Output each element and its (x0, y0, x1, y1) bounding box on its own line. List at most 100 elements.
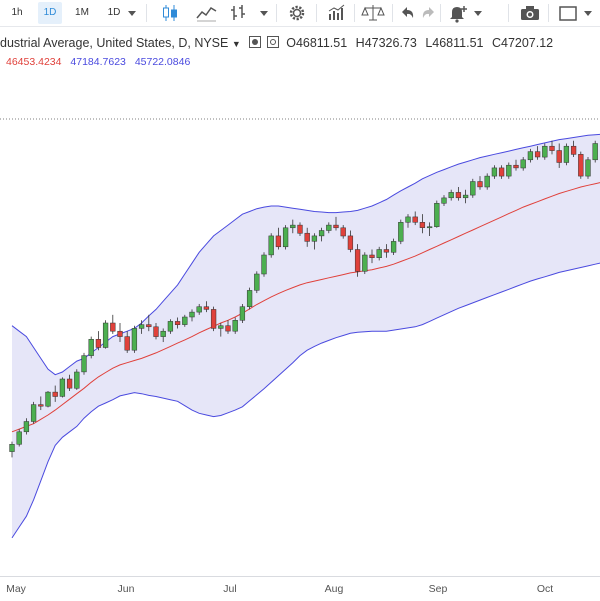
x-tick-label: May (6, 583, 26, 595)
candle-body (66, 378, 73, 389)
candle-body (74, 371, 80, 389)
candle-body (534, 151, 541, 158)
dropdown-icon[interactable] (256, 2, 272, 24)
candle-body (246, 290, 253, 307)
candle-body (160, 330, 166, 337)
candle-body (412, 216, 418, 223)
toolbar-divider (440, 4, 441, 22)
candle-body (326, 224, 332, 231)
candle-body (513, 164, 519, 169)
interval-1h-button[interactable]: 1h (11, 7, 23, 18)
candle-body (347, 235, 354, 250)
candle-body (592, 143, 598, 161)
chart-toolbar: 1h 1D 1M 1D (0, 0, 600, 27)
toolbar-divider (508, 4, 509, 22)
indicators-icon[interactable] (324, 2, 350, 24)
alert-icon[interactable] (444, 2, 470, 24)
interval-custom-button[interactable]: 1D (107, 7, 121, 18)
close-value: 47207.12 (501, 36, 554, 50)
candle-body (189, 311, 195, 318)
symbol-title[interactable]: dustrial Average, United States, D, NYSE (0, 36, 229, 50)
candle-body (218, 325, 224, 329)
candle-body (146, 324, 152, 328)
candle-body (333, 224, 339, 229)
x-tick-label: Aug (324, 583, 344, 595)
candle-body (578, 154, 584, 177)
time-axis[interactable]: May Jun Jul Aug Sep Oct (0, 576, 600, 601)
candle-body (520, 159, 526, 169)
candle-body (23, 421, 30, 433)
candle-body (182, 316, 188, 325)
candle-body (124, 336, 130, 351)
candle-body (275, 235, 282, 248)
bollinger-upper-line (11, 133, 600, 376)
bb-lower-value: 45722.0846 (134, 56, 191, 68)
candle-body (239, 306, 246, 321)
candle-body (225, 325, 231, 332)
bars-icon[interactable] (226, 2, 252, 24)
candle-body (390, 241, 397, 253)
dropdown-icon[interactable] (124, 2, 140, 24)
candle-body (282, 227, 289, 248)
candle-body (9, 444, 15, 452)
high-label: H (355, 36, 365, 50)
gear-icon[interactable] (284, 2, 310, 24)
candle-body (153, 326, 159, 337)
candle-body (138, 324, 145, 329)
camera-icon[interactable] (517, 2, 543, 24)
candle-body (52, 391, 58, 397)
candle-body (210, 309, 217, 329)
candle-body (455, 192, 462, 199)
candle-body (563, 145, 570, 163)
price-chart[interactable] (0, 70, 600, 576)
layout-icon[interactable] (556, 2, 582, 24)
candle-body (304, 232, 310, 242)
line-chart-icon[interactable] (193, 2, 219, 24)
dropdown-icon[interactable] (580, 2, 596, 24)
candle-body (311, 235, 318, 242)
open-value: 46811.51 (295, 36, 348, 50)
x-tick-label: Jul (223, 583, 237, 595)
visibility-icon[interactable] (249, 36, 262, 48)
candle-body (254, 273, 260, 291)
candle-body (549, 145, 555, 151)
candle-body (297, 224, 303, 234)
candles-icon[interactable] (157, 2, 183, 24)
candle-body (81, 355, 87, 373)
bollinger-basis-line (11, 182, 600, 433)
candle-body (59, 378, 66, 397)
undo-icon[interactable] (396, 2, 418, 24)
bb-basis-value: 46453.4234 (6, 56, 62, 68)
candle-body (542, 145, 548, 158)
candle-body (16, 431, 22, 445)
candle-body (426, 226, 433, 229)
toolbar-divider (354, 4, 355, 22)
candle-body (38, 404, 44, 407)
dropdown-icon[interactable] (470, 2, 486, 24)
candle-body (556, 150, 562, 163)
candle-body (131, 328, 138, 351)
candle-body (448, 192, 454, 199)
interval-1d-button[interactable]: 1D (38, 2, 62, 24)
toolbar-divider (548, 4, 549, 22)
bollinger-band-fill (12, 134, 600, 538)
candle-body (88, 339, 94, 356)
x-tick-label: Oct (536, 583, 554, 595)
high-value: 47326.73 (364, 36, 417, 50)
redo-icon[interactable] (418, 2, 440, 24)
candle-body (232, 320, 238, 332)
candle-body (441, 197, 447, 204)
candle-body (95, 339, 102, 348)
x-tick-label: Sep (428, 583, 448, 595)
candle-body (174, 321, 181, 325)
interval-1m-button[interactable]: 1M (75, 7, 89, 18)
chevron-down-icon[interactable]: ▼ (231, 39, 241, 49)
bb-upper-value: 47184.7623 (70, 56, 126, 68)
close-label: C (491, 36, 501, 50)
candle-body (117, 330, 123, 337)
compare-icon[interactable] (360, 2, 386, 24)
candle-body (102, 322, 109, 348)
settings-icon[interactable] (266, 36, 279, 48)
low-value: 46811.51 (432, 36, 484, 50)
chart-canvas[interactable] (0, 70, 600, 576)
